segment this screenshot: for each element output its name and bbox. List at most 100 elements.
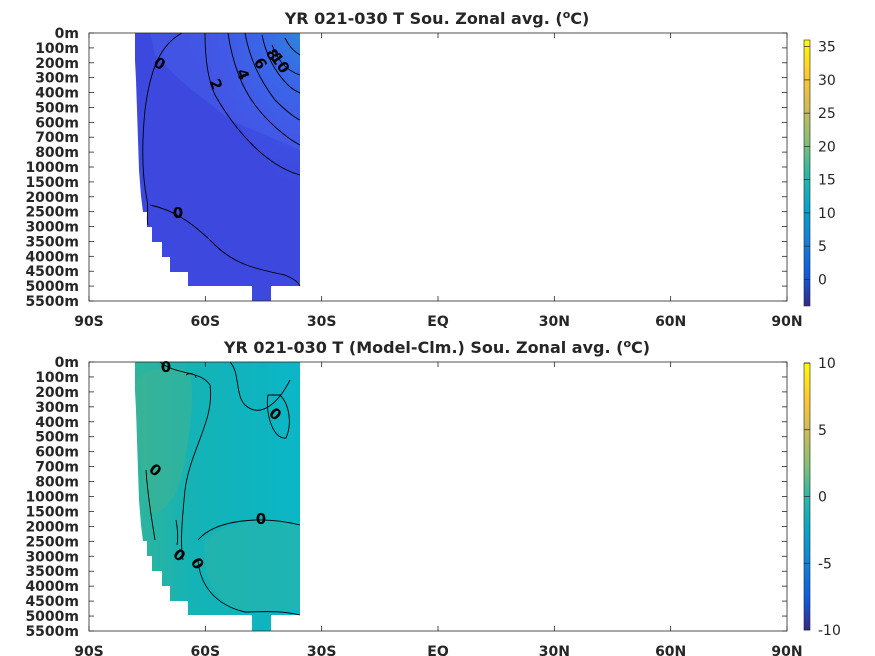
y-tick-label: 3000m bbox=[25, 549, 79, 565]
colorbar-tick-label: 20 bbox=[818, 139, 836, 155]
y-tick-label: 4500m bbox=[25, 264, 79, 280]
colorbar-tick-label: 35 bbox=[818, 40, 836, 56]
y-tick-label: 700m bbox=[35, 130, 79, 146]
y-tick-label: 400m bbox=[35, 415, 79, 431]
y-tick-label: 4500m bbox=[25, 594, 79, 610]
x-tick-label: 60S bbox=[191, 644, 221, 656]
chart-1-colorbar-frame bbox=[803, 39, 811, 307]
chart-1-colorbar-ticks: 0 5 10 15 20 25 30 35 bbox=[804, 40, 836, 288]
y-tick-label: 0m bbox=[55, 26, 79, 42]
y-tick-label: 1000m bbox=[25, 490, 79, 506]
y-tick-label: 1000m bbox=[25, 160, 79, 176]
contour-line bbox=[204, 32, 301, 176]
colorbar-tick-label: 30 bbox=[818, 73, 836, 89]
x-tick-label: 60N bbox=[655, 644, 686, 656]
chart-2-y-axis: 0m100m200m300m400m500m600m700m800m1000m1… bbox=[25, 355, 787, 640]
y-tick-label: 600m bbox=[35, 445, 79, 461]
y-tick-label: 500m bbox=[35, 100, 79, 116]
y-tick-label: 100m bbox=[35, 41, 79, 57]
contour-line bbox=[197, 519, 301, 541]
x-tick-label: 60S bbox=[191, 314, 221, 330]
y-tick-label: 400m bbox=[35, 86, 79, 102]
colorbar-tick-label: 5 bbox=[818, 423, 827, 439]
chart-1-warm-water bbox=[175, 33, 300, 200]
y-tick-label: 300m bbox=[35, 400, 79, 416]
y-tick-label: 5000m bbox=[25, 279, 79, 295]
panel-2: YR 021-030 T (Model-Clm.) Sou. Zonal avg… bbox=[25, 337, 840, 656]
colorbar-tick-label: 0 bbox=[818, 272, 827, 288]
chart-2-colorbar-ticks: -10 -5 0 5 10 bbox=[804, 356, 841, 639]
colorbar-tick-label: 10 bbox=[818, 206, 836, 222]
chart-2-warm-patch bbox=[136, 367, 193, 515]
chart-2-deep-patch bbox=[204, 520, 300, 612]
contour-label: 0 bbox=[256, 510, 266, 528]
chart-1-title: YR 021-030 T Sou. Zonal avg. (oC) bbox=[284, 8, 590, 28]
chart-2-x-axis: 90S 60S 30S EQ 30N 60N 90N bbox=[74, 362, 803, 656]
x-tick-label: EQ bbox=[427, 314, 449, 330]
contour-line bbox=[227, 32, 301, 146]
colorbar-tick-label: 15 bbox=[818, 173, 836, 189]
contour-line bbox=[175, 519, 179, 546]
y-tick-label: 100m bbox=[35, 370, 79, 386]
contour-label: 0 bbox=[161, 358, 171, 376]
colorbar-tick-label: 10 bbox=[818, 356, 836, 372]
y-tick-label: 600m bbox=[35, 115, 79, 131]
contour-line bbox=[197, 559, 301, 616]
y-tick-label: 0m bbox=[55, 355, 79, 371]
colorbar-tick-label: 5 bbox=[818, 239, 827, 255]
y-tick-label: 800m bbox=[35, 145, 79, 161]
x-tick-label: 90S bbox=[74, 644, 104, 656]
contour-line bbox=[145, 469, 156, 541]
y-tick-label: 200m bbox=[35, 56, 79, 72]
y-tick-label: 200m bbox=[35, 385, 79, 401]
chart-1-contours bbox=[142, 32, 301, 287]
x-tick-label: 30S bbox=[307, 314, 337, 330]
x-tick-label: 30S bbox=[307, 644, 337, 656]
y-tick-label: 800m bbox=[35, 475, 79, 491]
y-tick-label: 3000m bbox=[25, 220, 79, 236]
chart-1-x-axis: 90S 60S 30S EQ 30N 60N 90N bbox=[74, 33, 803, 330]
y-tick-label: 2000m bbox=[25, 519, 79, 535]
contour-label: 0 bbox=[173, 204, 183, 222]
y-tick-label: 5500m bbox=[25, 294, 79, 310]
y-tick-label: 5500m bbox=[25, 624, 79, 640]
contour-line bbox=[284, 37, 301, 56]
y-tick-label: 500m bbox=[35, 430, 79, 446]
colorbar-tick-label: 0 bbox=[818, 490, 827, 506]
x-tick-label: 90S bbox=[74, 314, 104, 330]
contour-line bbox=[229, 361, 291, 411]
x-tick-label: 30N bbox=[539, 644, 570, 656]
y-tick-label: 3500m bbox=[25, 564, 79, 580]
contour-line bbox=[244, 32, 301, 121]
contour-line bbox=[149, 204, 301, 287]
chart-1-colorbar bbox=[804, 40, 810, 306]
y-tick-label: 5000m bbox=[25, 609, 79, 625]
y-tick-label: 1500m bbox=[25, 175, 79, 191]
chart-2-field bbox=[135, 362, 300, 631]
colorbar-tick-label: 25 bbox=[818, 106, 836, 122]
chart-2-contours bbox=[145, 361, 301, 616]
y-tick-label: 2500m bbox=[25, 534, 79, 550]
colorbar-tick-label: -5 bbox=[818, 556, 832, 572]
y-tick-label: 300m bbox=[35, 71, 79, 87]
x-tick-label: 90N bbox=[771, 644, 802, 656]
contour-line bbox=[271, 44, 301, 76]
x-tick-label: 30N bbox=[539, 314, 570, 330]
colorbar-tick-label: -10 bbox=[818, 623, 841, 639]
x-tick-label: 90N bbox=[771, 314, 802, 330]
y-tick-label: 4000m bbox=[25, 249, 79, 265]
contour-line bbox=[142, 32, 183, 226]
x-tick-label: 60N bbox=[655, 314, 686, 330]
x-tick-label: EQ bbox=[427, 644, 449, 656]
chart-1-upper-tint bbox=[150, 33, 300, 150]
contour-line bbox=[266, 394, 290, 439]
contour-line bbox=[261, 34, 301, 94]
chart-1-field bbox=[135, 33, 300, 301]
y-tick-label: 1500m bbox=[25, 504, 79, 520]
y-tick-label: 3500m bbox=[25, 234, 79, 250]
chart-1-y-axis: 0m100m200m300m400m500m600m700m800m1000m1… bbox=[25, 26, 787, 310]
chart-2-title: YR 021-030 T (Model-Clm.) Sou. Zonal avg… bbox=[223, 337, 650, 357]
y-tick-label: 700m bbox=[35, 460, 79, 476]
panel-1: YR 021-030 T Sou. Zonal avg. (oC) 0 2 4 … bbox=[25, 8, 835, 330]
